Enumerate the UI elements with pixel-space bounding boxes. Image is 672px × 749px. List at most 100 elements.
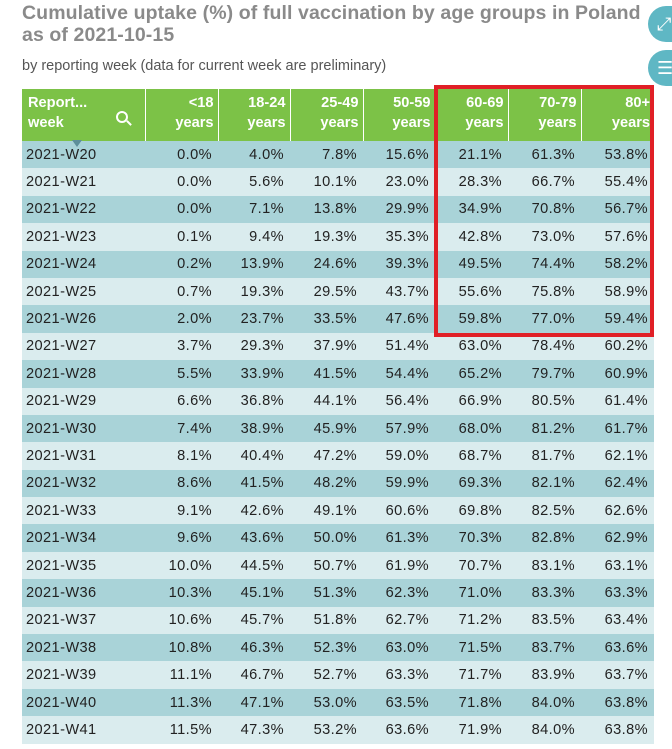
value-cell: 59.0% <box>363 442 435 470</box>
value-cell: 3.7% <box>145 332 218 361</box>
table-body: 2021-W20 0.0% 4.0% 7.8% 15.6% 21.1% 61.3% 53.8%… <box>22 141 654 744</box>
table-row: 2021-W37 10.6% 45.7% 51.8% 62.7% 71.2% 83.5% 63… <box>22 606 654 635</box>
value-cell: 82.5% <box>508 497 581 525</box>
value-cell: 19.3% <box>218 277 290 306</box>
value-cell: 19.3% <box>290 223 363 251</box>
value-cell: 49.5% <box>435 250 508 278</box>
table-row: 2021-W39 11.1% 46.7% 52.7% 63.3% 71.7% 83.9% 63… <box>22 661 654 689</box>
column-header-70-79[interactable]: 70-79 years <box>508 89 582 141</box>
value-cell: 63.0% <box>435 332 508 361</box>
chart-title: Cumulative uptake (%) of full vaccinatio… <box>22 2 641 46</box>
value-cell: 83.9% <box>508 661 581 689</box>
week-cell: 2021-W22 <box>22 195 145 224</box>
value-cell: 83.7% <box>508 634 581 662</box>
value-cell: 46.3% <box>218 634 290 662</box>
week-cell: 2021-W24 <box>22 250 145 278</box>
value-cell: 69.3% <box>435 469 508 498</box>
week-cell: 2021-W20 <box>22 141 145 169</box>
value-cell: 23.0% <box>363 168 435 196</box>
table-row: 2021-W35 10.0% 44.5% 50.7% 61.9% 70.7% 83.1% 63… <box>22 551 654 580</box>
value-cell: 61.3% <box>508 141 581 169</box>
column-header-line2: years <box>247 115 286 131</box>
value-cell: 10.0% <box>145 551 218 580</box>
column-header-line1: Report... <box>28 95 88 111</box>
value-cell: 5.5% <box>145 360 218 388</box>
vaccination-table: Report... week <18 years 18-24 years 25-49 year… <box>22 89 654 744</box>
value-cell: 58.2% <box>581 250 654 278</box>
week-cell: 2021-W27 <box>22 332 145 361</box>
value-cell: 21.1% <box>435 141 508 169</box>
value-cell: 71.7% <box>435 661 508 689</box>
value-cell: 10.1% <box>290 168 363 196</box>
value-cell: 39.3% <box>363 250 435 278</box>
value-cell: 0.0% <box>145 168 218 196</box>
value-cell: 24.6% <box>290 250 363 278</box>
value-cell: 33.9% <box>218 360 290 388</box>
value-cell: 68.7% <box>435 442 508 470</box>
table-row: 2021-W31 8.1% 40.4% 47.2% 59.0% 68.7% 81.7% 62.… <box>22 442 654 470</box>
menu-icon[interactable]: ☰ <box>648 50 672 86</box>
value-cell: 10.8% <box>145 634 218 662</box>
value-cell: 59.4% <box>581 305 654 333</box>
column-header-line2: years <box>538 115 577 131</box>
value-cell: 53.0% <box>290 688 363 717</box>
column-header-18-24[interactable]: 18-24 years <box>218 89 291 141</box>
chart-subtitle: by reporting week (data for current week… <box>22 58 387 74</box>
value-cell: 82.8% <box>508 524 581 552</box>
value-cell: 7.1% <box>218 195 290 224</box>
value-cell: 62.3% <box>363 579 435 607</box>
week-cell: 2021-W33 <box>22 497 145 525</box>
value-cell: 70.3% <box>435 524 508 552</box>
column-header-week[interactable]: Report... week <box>22 89 146 141</box>
value-cell: 41.5% <box>218 469 290 498</box>
value-cell: 63.3% <box>363 661 435 689</box>
value-cell: 63.0% <box>363 634 435 662</box>
column-header-line1: <18 <box>188 95 214 111</box>
value-cell: 44.5% <box>218 551 290 580</box>
column-header-18[interactable]: <18 years <box>145 89 219 141</box>
week-cell: 2021-W40 <box>22 688 145 717</box>
value-cell: 45.7% <box>218 606 290 635</box>
expand-icon[interactable]: ⤢ <box>648 6 672 42</box>
value-cell: 47.3% <box>218 716 290 744</box>
sort-down-icon[interactable] <box>72 140 82 147</box>
value-cell: 10.3% <box>145 579 218 607</box>
search-icon[interactable] <box>116 111 128 123</box>
table-row: 2021-W36 10.3% 45.1% 51.3% 62.3% 71.0% 83.3% 63… <box>22 579 654 607</box>
value-cell: 70.8% <box>508 195 581 224</box>
column-header-line1: 60-69 <box>466 95 504 111</box>
value-cell: 83.5% <box>508 606 581 635</box>
value-cell: 11.3% <box>145 688 218 717</box>
value-cell: 42.6% <box>218 497 290 525</box>
week-cell: 2021-W31 <box>22 442 145 470</box>
column-header-line2: years <box>611 115 650 131</box>
value-cell: 68.0% <box>435 414 508 443</box>
column-header-25-49[interactable]: 25-49 years <box>290 89 364 141</box>
table-row: 2021-W30 7.4% 38.9% 45.9% 57.9% 68.0% 81.2% 61.… <box>22 414 654 443</box>
value-cell: 56.4% <box>363 387 435 415</box>
value-cell: 63.8% <box>581 716 654 744</box>
value-cell: 63.8% <box>581 688 654 717</box>
value-cell: 43.6% <box>218 524 290 552</box>
value-cell: 15.6% <box>363 141 435 169</box>
value-cell: 2.0% <box>145 305 218 333</box>
column-header-80[interactable]: 80+ years <box>581 89 654 141</box>
value-cell: 84.0% <box>508 716 581 744</box>
value-cell: 84.0% <box>508 688 581 717</box>
value-cell: 9.4% <box>218 223 290 251</box>
value-cell: 62.9% <box>581 524 654 552</box>
table-row: 2021-W40 11.3% 47.1% 53.0% 63.5% 71.8% 84.0% 63… <box>22 688 654 717</box>
table-row: 2021-W27 3.7% 29.3% 37.9% 51.4% 63.0% 78.4% 60.… <box>22 332 654 361</box>
value-cell: 28.3% <box>435 168 508 196</box>
value-cell: 45.9% <box>290 414 363 443</box>
column-header-50-59[interactable]: 50-59 years <box>363 89 436 141</box>
value-cell: 0.2% <box>145 250 218 278</box>
column-header-line2: years <box>175 115 214 131</box>
value-cell: 62.4% <box>581 469 654 498</box>
week-cell: 2021-W37 <box>22 606 145 635</box>
value-cell: 63.7% <box>581 661 654 689</box>
value-cell: 62.1% <box>581 442 654 470</box>
value-cell: 63.5% <box>363 688 435 717</box>
column-header-line1: 80+ <box>625 95 650 111</box>
column-header-60-69[interactable]: 60-69 years <box>435 89 509 141</box>
